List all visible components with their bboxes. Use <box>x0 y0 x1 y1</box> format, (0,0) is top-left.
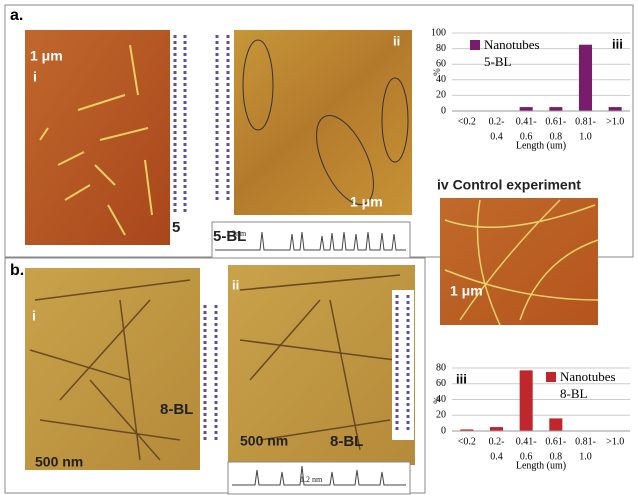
legend-note: 5-BL <box>484 54 512 69</box>
sub-label: i <box>33 69 37 85</box>
x-tick-label: 0.41- <box>516 436 537 447</box>
x-tick-label: <0.2 <box>458 436 476 447</box>
profile-label: 1.2 nm <box>300 475 323 484</box>
afm-image <box>440 198 598 325</box>
y-tick-label: 80 <box>436 362 446 373</box>
bar <box>579 45 592 111</box>
figure-canvas: a. 1 μm i 5 ii 1 μm 5-BL 1.2nm iv Contro… <box>0 0 638 495</box>
scale-label: 1 μm <box>450 283 483 299</box>
strip <box>200 300 222 450</box>
panel-label: iii <box>612 36 623 51</box>
x-tick-label: 0.4 <box>490 451 503 462</box>
y-axis-label: % <box>432 396 442 404</box>
x-tick-label: 1.0 <box>579 451 592 462</box>
x-tick-label: 0.81- <box>575 436 596 447</box>
legend-swatch <box>546 372 556 382</box>
y-tick-label: 0 <box>441 425 446 436</box>
panel-label: iii <box>456 371 467 386</box>
x-tick-label: >1.0 <box>606 116 624 127</box>
sub-label: i <box>32 308 36 324</box>
profile-label: 1.2nm <box>226 229 247 238</box>
sub-label: ii <box>393 33 400 48</box>
image-label: 8-BL <box>160 401 193 418</box>
scale-label: 1 μm <box>350 194 383 210</box>
x-tick-label: 0.61- <box>545 116 566 127</box>
x-axis-label: Length (um) <box>516 140 566 151</box>
bar <box>520 107 533 111</box>
y-tick-label: 0 <box>441 105 446 116</box>
x-tick-label: <0.2 <box>458 116 476 127</box>
x-tick-label: 0.4 <box>490 131 503 142</box>
x-tick-label: 0.2- <box>489 436 505 447</box>
bar <box>549 418 562 431</box>
scale-label: 500 nm <box>240 433 288 449</box>
legend-label: Nanotubes <box>560 369 616 384</box>
strip <box>212 30 234 215</box>
x-tick-label: 0.2- <box>489 116 505 127</box>
y-tick-label: 60 <box>436 58 446 69</box>
legend-note: 8-BL <box>560 386 588 401</box>
y-tick-label: 100 <box>431 27 446 38</box>
y-tick-label: 20 <box>436 90 446 101</box>
image-label: 5 <box>172 219 180 236</box>
legend-swatch <box>470 40 480 50</box>
x-tick-label: 0.41- <box>516 116 537 127</box>
legend-label: Nanotubes <box>484 37 540 52</box>
x-axis-label: Length (um) <box>516 460 566 471</box>
sub-label: ii <box>232 277 239 292</box>
panel-label: iv Control experiment <box>437 177 581 193</box>
image-label: 8-BL <box>330 433 363 450</box>
scale-label: 500 nm <box>35 454 83 470</box>
strip <box>170 30 190 245</box>
y-axis-label: % <box>432 68 442 76</box>
y-tick-label: 60 <box>436 378 446 389</box>
bar <box>609 107 622 111</box>
scale-label: 1 μm <box>30 48 63 64</box>
x-tick-label: 1.0 <box>579 131 592 142</box>
y-tick-label: 20 <box>436 410 446 421</box>
strip <box>392 290 414 440</box>
x-tick-label: 0.81- <box>575 116 596 127</box>
bar <box>520 370 533 431</box>
panel-letter: b. <box>10 262 24 279</box>
figure: a. 1 μm i 5 ii 1 μm 5-BL 1.2nm iv Contro… <box>0 0 638 495</box>
x-tick-label: >1.0 <box>606 436 624 447</box>
x-tick-label: 0.61- <box>545 436 566 447</box>
bar <box>490 427 503 431</box>
y-tick-label: 80 <box>436 43 446 54</box>
bar <box>549 107 562 111</box>
panel-letter: a. <box>10 7 23 24</box>
